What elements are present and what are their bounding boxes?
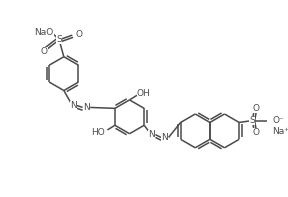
Text: N: N — [162, 133, 168, 142]
Text: NaO: NaO — [35, 28, 54, 37]
Text: Na⁺: Na⁺ — [272, 127, 288, 136]
Text: HO: HO — [91, 128, 105, 137]
Text: O⁻: O⁻ — [272, 116, 284, 125]
Text: O: O — [41, 47, 48, 56]
Text: N: N — [148, 130, 155, 139]
Text: OH: OH — [137, 89, 151, 98]
Text: N: N — [70, 101, 77, 110]
Text: O: O — [253, 104, 259, 113]
Text: N: N — [83, 103, 90, 112]
Text: O: O — [75, 30, 82, 39]
Text: S: S — [56, 35, 62, 44]
Text: O: O — [253, 128, 259, 137]
Text: S: S — [249, 116, 255, 125]
